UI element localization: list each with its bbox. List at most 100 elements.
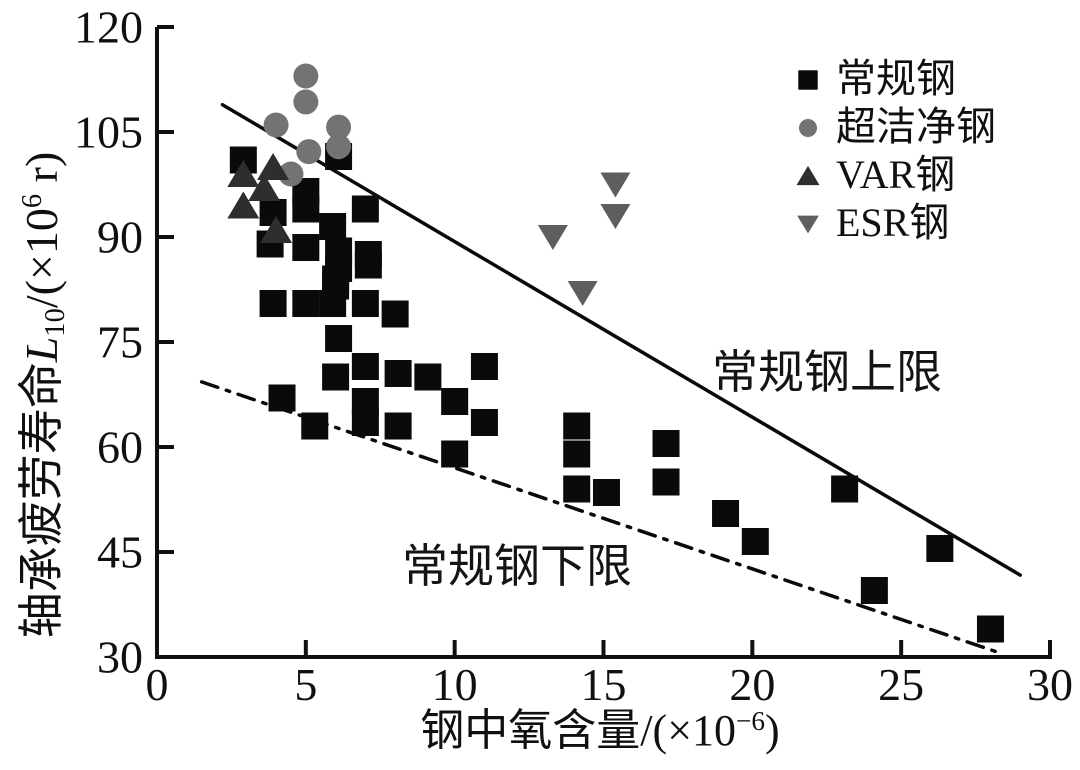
x-axis-title-close: ): [765, 706, 780, 755]
legend-item-circle: 超洁净钢: [790, 103, 996, 151]
data-point-square: [976, 615, 1004, 643]
x-tick-label: 5: [294, 659, 317, 710]
y-tick-label: 45: [97, 527, 143, 578]
legend-item-triangle-up: VAR钢: [790, 151, 996, 199]
data-point-square: [351, 353, 379, 380]
legend-square-icon: [798, 70, 818, 90]
y-axis-title: 轴承疲劳寿命L10/(×106 r): [9, 85, 75, 705]
data-point-circle: [263, 112, 289, 138]
x-tick-label: 25: [878, 659, 924, 710]
x-tick-label: 20: [729, 659, 775, 710]
legend-triangle-up-icon: [796, 165, 820, 186]
data-point-square: [441, 440, 469, 468]
y-axis-title-end: r): [16, 151, 67, 194]
data-point-square: [592, 479, 620, 506]
x-axis-title: 钢中氧含量/(×10−6): [250, 696, 950, 766]
tick-labels-group: 30 45 60 75 90 105 120 0 5 10 15 20 25 30: [74, 2, 1073, 711]
data-point-square: [325, 325, 353, 352]
data-point-triangle-up: [227, 191, 260, 219]
y-axis-title-mid: /(×10: [16, 208, 67, 309]
data-point-square: [319, 213, 347, 240]
data-point-square: [384, 412, 412, 440]
data-point-square: [741, 528, 769, 555]
data-point-square: [354, 251, 382, 279]
data-point-square: [470, 353, 498, 380]
data-point-circle: [293, 63, 319, 89]
y-tick-label: 60: [97, 422, 143, 473]
data-point-square: [652, 468, 680, 496]
data-point-square: [351, 409, 379, 436]
legend-label: ESR钢: [836, 200, 950, 245]
y-axis-title-text: 轴承疲劳寿命: [16, 362, 67, 639]
x-axis-title-text: 钢中氧含量/(×10: [420, 706, 737, 755]
data-point-square: [301, 412, 329, 440]
data-point-triangle-up: [796, 165, 820, 186]
legend-item-square: 常规钢: [790, 55, 996, 103]
data-point-square: [712, 500, 740, 527]
data-point-triangle-down: [567, 281, 598, 306]
data-point-square: [384, 360, 412, 387]
axes-group: [155, 25, 1052, 659]
y-tick-label: 105: [74, 107, 143, 158]
data-point-square: [351, 290, 379, 317]
data-point-square: [292, 290, 320, 317]
data-point-square: [831, 475, 859, 503]
lower-limit-line: [199, 380, 1002, 655]
data-point-square: [292, 195, 320, 223]
y-tick-label: 120: [74, 2, 143, 53]
legend-triangle-down-icon: [797, 215, 819, 234]
data-point-square: [292, 234, 320, 261]
data-point-square: [322, 363, 350, 391]
data-point-triangle-down: [600, 204, 631, 229]
legend-item-triangle-down: ESR钢: [790, 199, 996, 247]
data-point-square: [926, 535, 954, 562]
data-point-triangle-down: [600, 172, 631, 198]
x-tick-label: 10: [432, 659, 478, 710]
data-point-triangle-down: [537, 225, 568, 250]
data-point-triangle-up: [227, 160, 260, 187]
data-point-square: [414, 363, 442, 391]
data-point-square: [798, 70, 818, 90]
data-point-square: [441, 388, 469, 415]
data-point-square: [381, 300, 409, 328]
y-tick-label: 90: [97, 212, 143, 263]
data-point-circle: [326, 114, 352, 140]
lower-limit-annotation: 常规钢下限: [402, 541, 632, 592]
upper-limit-line: [220, 102, 1022, 577]
data-point-square: [563, 412, 591, 440]
data-point-square: [322, 272, 350, 300]
legend-label: VAR钢: [836, 152, 956, 197]
data-point-square: [268, 384, 296, 412]
data-point-square: [652, 430, 680, 457]
data-point-circle: [326, 134, 352, 160]
data-point-triangle-up: [260, 216, 293, 243]
y-tick-label: 75: [97, 317, 143, 368]
data-point-square: [470, 409, 498, 436]
upper-limit-annotation: 常规钢上限: [712, 347, 942, 398]
data-point-triangle-down: [797, 215, 819, 234]
x-tick-label: 15: [581, 659, 627, 710]
legend-label: 常规钢: [836, 56, 956, 101]
limit-lines-group: [199, 102, 1022, 655]
data-point-square: [563, 475, 591, 503]
data-point-square: [563, 440, 591, 468]
data-point-triangle-up: [248, 174, 281, 201]
x-tick-label: 0: [146, 659, 169, 710]
y-axis-title-subscript: 10: [40, 308, 72, 337]
legend: 常规钢 超洁净钢 VAR钢 ESR钢: [790, 55, 996, 247]
data-point-triangle-up: [257, 153, 290, 180]
y-tick-label: 30: [97, 632, 143, 683]
data-point-circle: [296, 139, 322, 165]
data-markers-group: [227, 63, 1004, 643]
data-point-square: [351, 195, 379, 223]
data-point-circle: [278, 161, 304, 187]
data-point-square: [259, 290, 287, 317]
data-point-circle: [799, 119, 817, 137]
x-tick-label: 30: [1027, 659, 1073, 710]
data-point-square: [860, 577, 888, 604]
data-point-circle: [293, 89, 319, 115]
legend-label: 超洁净钢: [836, 104, 996, 149]
y-axis-title-L: L: [16, 336, 67, 363]
